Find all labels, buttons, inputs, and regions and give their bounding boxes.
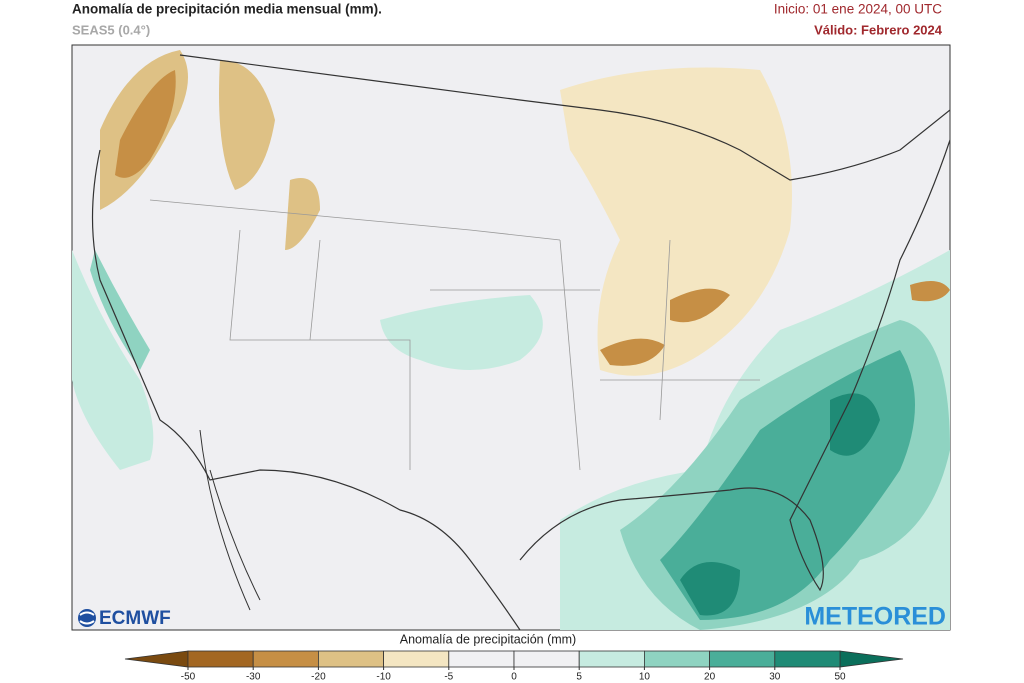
state-line <box>149 199 760 471</box>
atlantic-anomaly <box>910 281 950 302</box>
colorbar-tick-label: -50 <box>181 672 196 683</box>
colorbar-tick-label: 50 <box>834 672 846 683</box>
southeast-anomaly <box>680 393 880 616</box>
colorbar-tick-label: 0 <box>511 672 517 683</box>
nw-anomaly <box>115 70 176 178</box>
ecmwf-label: ECMWF <box>99 608 171 629</box>
idaho-anomaly <box>219 60 275 190</box>
colorbar-segment <box>252 650 319 668</box>
init-date: Inicio: 01 ene 2024, 00 UTC <box>774 2 942 17</box>
colorbar-segment <box>383 650 450 668</box>
west-coast-anomaly <box>72 250 154 470</box>
colorbar-segment <box>774 650 841 668</box>
model: SEAS5 (0.4°) <box>72 22 150 37</box>
map: ECMWF METEORED <box>71 44 951 631</box>
colorbar-segment <box>709 650 776 668</box>
colorbar-segment <box>317 650 384 668</box>
colorbar-tick-label: -10 <box>376 672 391 683</box>
border-line <box>179 54 950 181</box>
colorbar-title: Anomalía de precipitación (mm) <box>400 632 576 646</box>
coastline <box>199 429 261 611</box>
colorbar-segment <box>578 650 645 668</box>
ecmwf-logo: ECMWF <box>78 608 171 629</box>
colorbar-tick-label: 10 <box>639 672 651 683</box>
colorbar-segment <box>187 650 254 668</box>
colorbar-extend-low <box>124 650 189 668</box>
midwest-anomaly <box>600 288 730 366</box>
valid-date: Válido: Febrero 2024 <box>814 22 943 37</box>
colorbar-tick-label: 5 <box>576 672 582 683</box>
colorbar-tick-label: -20 <box>311 672 326 683</box>
west-coast-anomaly <box>90 250 150 370</box>
colorbar-tick-label: 20 <box>704 672 716 683</box>
colorbar-tick-label: -5 <box>444 672 453 683</box>
coastline <box>91 149 521 630</box>
colorbar-tick-label: 30 <box>769 672 781 683</box>
colorbar-extend-high <box>839 650 904 668</box>
title: Anomalía de precipitación media mensual … <box>72 2 382 17</box>
coastline <box>519 139 950 592</box>
meteored-logo: METEORED <box>804 603 946 631</box>
colorbar-tick-label: -30 <box>246 672 261 683</box>
midwest-anomaly <box>560 67 792 376</box>
colorbar: -50 -30 -20 -10 -5 0 5 10 20 30 50 <box>124 650 904 683</box>
colorbar-segment <box>448 650 515 668</box>
colorbar-segment <box>644 650 711 668</box>
plains-anomaly <box>380 295 543 370</box>
colorbar-segment <box>513 650 580 668</box>
